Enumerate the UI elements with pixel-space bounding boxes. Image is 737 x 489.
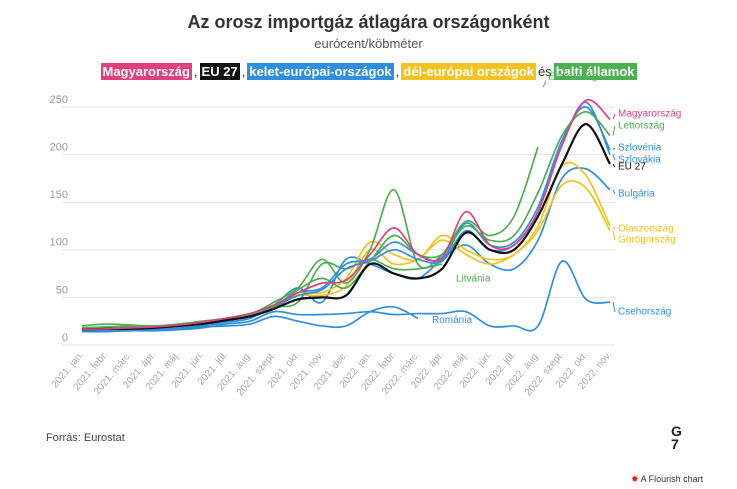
label-connector [612,125,616,136]
y-tick-label: 50 [56,284,68,296]
legend-separator: , [241,64,246,79]
credit: ✸ A Flourish chart [631,474,704,484]
y-tick-label: 100 [50,237,68,249]
y-tick-label: 0 [62,332,68,344]
series-label: Olaszország [618,224,674,235]
label-connector [612,225,616,230]
series-label: Észtország [548,70,597,83]
series-label: Csehország [618,307,671,318]
series-label: Magyarország [618,109,681,120]
legend-item: EU 27 [199,63,240,80]
series-label: Bulgária [618,189,655,200]
credit-text: A Flourish chart [640,474,704,484]
series-label: Szlovénia [618,143,662,154]
label-connector [612,230,616,241]
chart-subtitle: eurócent/köbméter [314,36,423,51]
series-label: Szlovákia [618,155,661,166]
series-line [81,161,611,330]
legend-separator: , [193,64,198,79]
source: Forrás: Eurostat [46,432,125,444]
series-line [81,179,611,329]
label-connector [612,163,616,168]
label-connector [612,302,616,313]
series-line [81,110,611,327]
series-label: Románia [432,315,472,326]
label-connector [612,147,616,151]
series-line [82,305,419,332]
series-line [81,123,611,331]
series-label: Lettország [618,121,665,132]
series-label: Görögország [618,235,676,246]
legend: Magyarország, EU 27, kelet-európai-országo… [0,63,737,80]
series-line [81,146,539,329]
legend-separator: , [395,64,400,79]
y-tick-label: 200 [50,142,68,154]
y-tick-label: 250 [50,94,68,106]
y-tick-label: 150 [50,189,68,201]
series-line [81,260,611,333]
label-connector [612,154,616,161]
label-connector [542,80,547,88]
legend-separator: és [538,64,552,79]
legend-item: balti államok [553,63,637,80]
label-connector [612,113,616,120]
legend-item: kelet-európai-országok [247,63,394,80]
label-connector [612,189,616,195]
series-label: EU 27 [618,162,646,173]
series-line [81,98,611,331]
legend-item: dél-európai országok [401,63,537,80]
series-line [81,167,611,331]
chart-title: Az orosz importgáz átlagára országonként [187,12,550,32]
legend-item: Magyarország [100,63,192,80]
logo: G7 [671,423,682,452]
series-label: Litvánia [456,274,491,285]
